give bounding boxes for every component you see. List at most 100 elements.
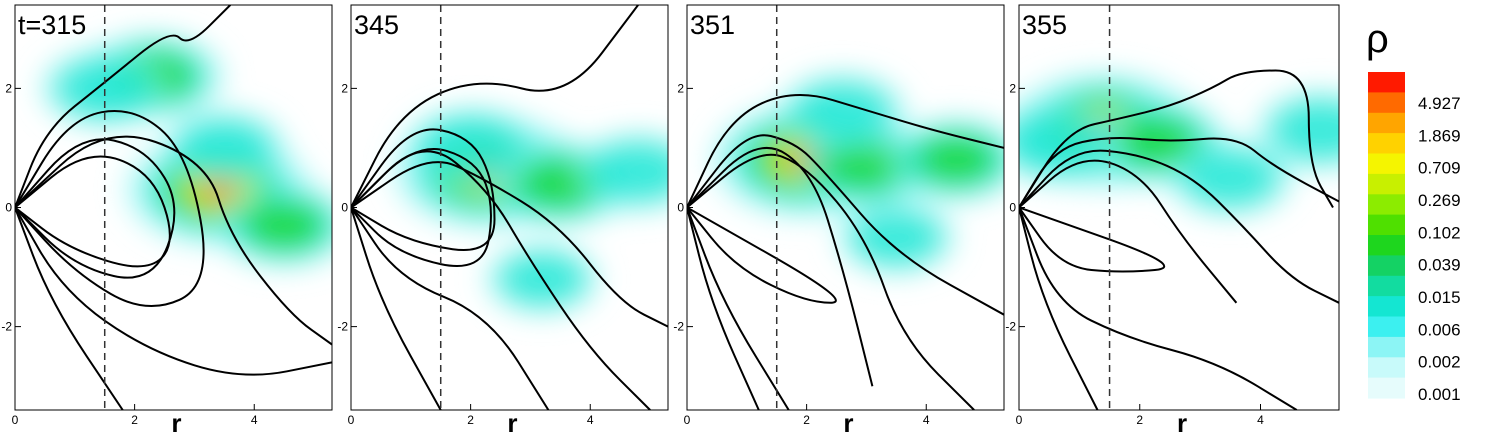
panel-2: 0 2 4 -2 0 2 r 345 bbox=[337, 4, 669, 437]
colorbar-segment bbox=[1368, 235, 1405, 256]
colorbar-segment bbox=[1368, 336, 1405, 358]
field-line bbox=[1019, 207, 1099, 410]
field-line bbox=[687, 94, 1004, 208]
field-line bbox=[687, 146, 874, 387]
x-tick-label: 2 bbox=[131, 413, 138, 427]
x-tick-label: 4 bbox=[923, 413, 930, 427]
field-line bbox=[351, 128, 496, 251]
field-lines bbox=[1019, 69, 1339, 410]
colorbar-segment bbox=[1368, 316, 1405, 338]
panel-3: 0 2 4 -2 0 2 r 351 bbox=[673, 4, 1005, 437]
x-tick-label: 0 bbox=[684, 413, 691, 427]
colorbar-segment bbox=[1368, 72, 1405, 93]
field-lines bbox=[687, 94, 1004, 410]
field-line bbox=[687, 134, 1004, 316]
colorbar-segment bbox=[1368, 153, 1405, 175]
colorbar-tick-label: 0.006 bbox=[1418, 320, 1461, 339]
density-blob bbox=[1180, 147, 1280, 209]
density-blob bbox=[849, 208, 944, 267]
field-line bbox=[1019, 69, 1334, 209]
colorbar-segment bbox=[1368, 112, 1405, 134]
panel-time-label: 355 bbox=[1022, 10, 1067, 40]
x-tick-label: 4 bbox=[587, 413, 594, 427]
colorbar-tick-label: 0.709 bbox=[1418, 159, 1461, 178]
field-line bbox=[15, 207, 332, 376]
y-tick-label: 2 bbox=[341, 81, 348, 95]
density-blob bbox=[587, 140, 668, 203]
density-field bbox=[710, 72, 1004, 275]
panel-1: 0 2 4 -2 0 2 r t=315 bbox=[1, 4, 333, 437]
x-tick-label: 0 bbox=[1016, 413, 1023, 427]
y-tick-label: 2 bbox=[677, 81, 684, 95]
field-line bbox=[1019, 137, 1339, 209]
x-tick-label: 2 bbox=[803, 413, 810, 427]
density-blob bbox=[1019, 109, 1109, 175]
colorbar-segment bbox=[1368, 255, 1405, 277]
density-blob bbox=[1269, 98, 1339, 162]
density-blob bbox=[175, 117, 274, 179]
colorbar-tick-label: 0.001 bbox=[1418, 385, 1461, 404]
field-line bbox=[351, 161, 668, 328]
colorbar: ρ 4.927 1.869 0.709 0.269 0.102 0.039 0.015 0.00… bbox=[1366, 17, 1461, 404]
panel-time-label: 351 bbox=[690, 10, 735, 40]
colorbar-tick-label: 0.015 bbox=[1418, 288, 1461, 307]
field-line bbox=[351, 207, 442, 410]
field-line bbox=[1019, 149, 1339, 304]
density-blob bbox=[243, 200, 326, 251]
field-line bbox=[15, 138, 176, 279]
y-tick-label: -2 bbox=[1, 320, 12, 334]
y-tick-label: 0 bbox=[677, 201, 684, 215]
panel-time-label: t=315 bbox=[18, 10, 86, 40]
field-line bbox=[15, 135, 332, 346]
colorbar-segment bbox=[1368, 275, 1405, 297]
field-line bbox=[687, 207, 760, 410]
y-tick-label: -2 bbox=[1005, 320, 1016, 334]
colorbar-segment bbox=[1368, 377, 1405, 399]
field-line bbox=[351, 206, 550, 410]
y-tick-label: -2 bbox=[673, 320, 684, 334]
colorbar-segment bbox=[1368, 214, 1405, 236]
panel-4: 0 2 4 -2 0 2 r 355 bbox=[1005, 4, 1340, 437]
colorbar-tick-label: 1.869 bbox=[1418, 126, 1461, 145]
y-tick-label: 0 bbox=[341, 201, 348, 215]
colorbar-tick-label: 0.269 bbox=[1418, 191, 1461, 210]
y-tick-label: 0 bbox=[5, 201, 12, 215]
colorbar-segment bbox=[1368, 133, 1405, 155]
density-blob bbox=[1116, 116, 1200, 168]
x-tick-label: 4 bbox=[251, 413, 258, 427]
field-line bbox=[1019, 159, 1238, 304]
y-tick-label: 2 bbox=[1009, 81, 1016, 95]
x-axis-label: r bbox=[843, 408, 853, 437]
colorbar-title: ρ bbox=[1366, 17, 1389, 61]
field-line bbox=[1019, 206, 1166, 273]
x-tick-label: 2 bbox=[1136, 413, 1143, 427]
field-line bbox=[1019, 207, 1298, 410]
field-line bbox=[351, 150, 651, 410]
colorbar-segment bbox=[1368, 92, 1405, 114]
density-blob bbox=[915, 134, 998, 185]
y-tick-label: 0 bbox=[1009, 201, 1016, 215]
colorbar-segment bbox=[1368, 173, 1405, 195]
colorbar-tick-label: 4.927 bbox=[1418, 94, 1461, 113]
x-tick-label: 0 bbox=[348, 413, 355, 427]
field-line bbox=[687, 206, 837, 304]
x-axis-label: r bbox=[171, 408, 181, 437]
x-axis-label: r bbox=[507, 408, 517, 437]
field-line bbox=[687, 153, 975, 410]
colorbar-tick-label: 0.102 bbox=[1418, 223, 1461, 242]
field-lines bbox=[351, 5, 668, 410]
density-blob bbox=[53, 57, 156, 120]
x-tick-label: 2 bbox=[467, 413, 474, 427]
density-blob bbox=[791, 80, 894, 144]
colorbar-segment bbox=[1368, 194, 1405, 216]
colorbar-tick-label: 0.039 bbox=[1418, 256, 1461, 275]
x-tick-label: 0 bbox=[12, 413, 19, 427]
y-tick-label: -2 bbox=[337, 320, 348, 334]
x-axis-label: r bbox=[1177, 408, 1187, 437]
field-line bbox=[15, 110, 205, 307]
panel-time-label: 345 bbox=[354, 10, 399, 40]
field-line bbox=[15, 207, 124, 410]
field-line bbox=[351, 5, 639, 208]
colorbar-segment bbox=[1368, 296, 1405, 318]
